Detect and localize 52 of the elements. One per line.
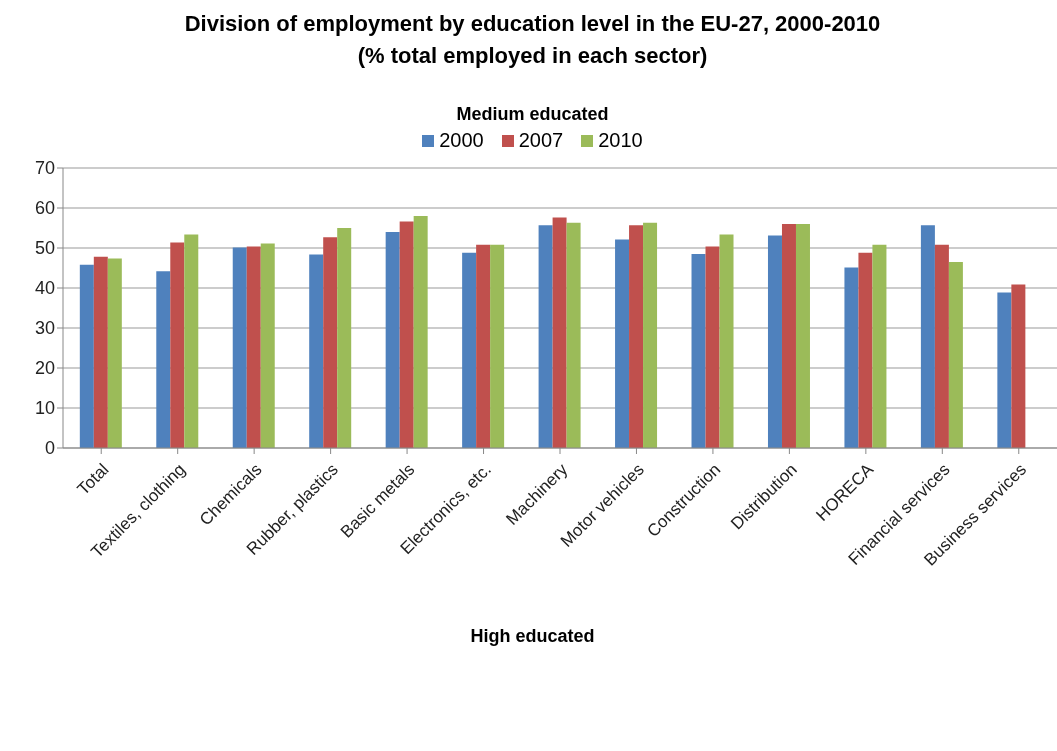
- bar: [1011, 284, 1026, 448]
- bar: [156, 271, 171, 448]
- bar: [413, 216, 428, 448]
- bar: [844, 267, 859, 448]
- bar: [260, 243, 275, 448]
- y-tick-label: 0: [44, 438, 55, 459]
- bar: [490, 244, 505, 448]
- bar: [934, 244, 949, 448]
- bar: [385, 232, 400, 448]
- bar: [79, 264, 94, 448]
- bar: [107, 258, 122, 448]
- bar: [872, 244, 887, 448]
- y-tick-label: 60: [34, 198, 55, 219]
- bar: [629, 225, 644, 448]
- bar: [309, 254, 324, 448]
- y-tick-label: 30: [34, 318, 55, 339]
- bar: [232, 247, 247, 448]
- bar: [643, 222, 658, 448]
- bar: [691, 254, 706, 448]
- bar: [184, 234, 199, 448]
- bar: [170, 242, 185, 448]
- bar: [476, 244, 491, 448]
- y-tick-label: 10: [34, 398, 55, 419]
- bar: [566, 222, 581, 448]
- text: High educated: [469, 626, 596, 647]
- bar: [795, 224, 810, 448]
- bar: [948, 262, 963, 448]
- y-tick-label: 50: [34, 238, 55, 259]
- bar: [858, 252, 873, 448]
- legend-label: 2010: [597, 129, 643, 152]
- y-tick-label: 40: [34, 278, 55, 299]
- bar: [323, 237, 338, 448]
- bar: [246, 246, 261, 448]
- bar: [462, 252, 477, 448]
- y-tick-label: 70: [34, 158, 55, 179]
- bar: [93, 256, 108, 448]
- legend-label: 2007: [517, 129, 564, 152]
- bar: [399, 221, 414, 448]
- bar: [615, 239, 630, 448]
- bar: [337, 228, 352, 448]
- chart-subtitle: Medium educated: [455, 104, 610, 125]
- bar: [719, 234, 734, 448]
- bar: [767, 235, 782, 448]
- bar: [997, 292, 1012, 448]
- y-tick-label: 20: [34, 358, 55, 379]
- legend-label: 2000: [438, 129, 484, 152]
- chart-title: Division of employment by education level in the EU-27, 2000-2010 (% total employed in each sector): [183, 10, 882, 70]
- bar: [705, 246, 720, 448]
- bar: [781, 224, 796, 448]
- bar: [920, 225, 935, 448]
- bar: [538, 225, 553, 448]
- bar: [552, 217, 567, 448]
